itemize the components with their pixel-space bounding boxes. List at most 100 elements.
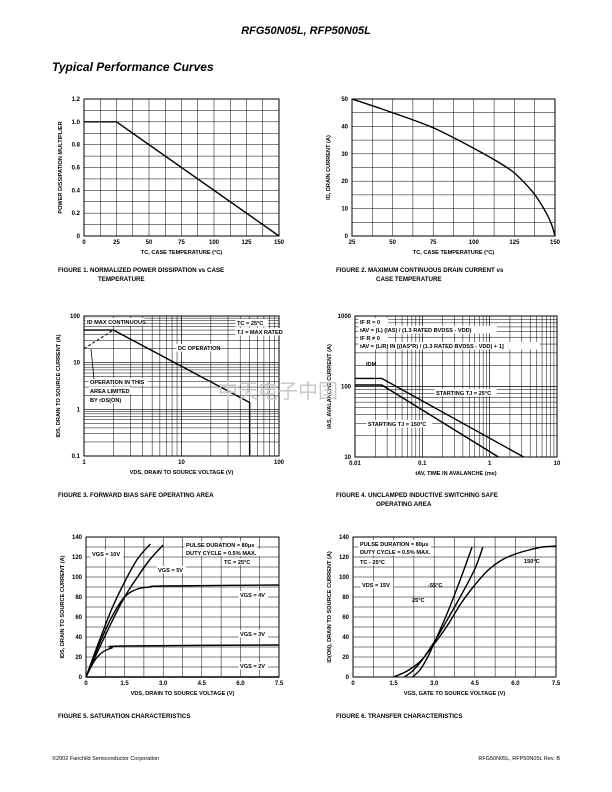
fig5-vgs10-label-bg — [90, 550, 124, 558]
fig3-tj-label: TJ = MAX RATED — [237, 330, 283, 336]
figure-4-caption: FIGURE 4. UNCLAMPED INDUCTIVE SWITCHING … — [336, 492, 498, 499]
fig3-id-max-label-bg — [85, 318, 145, 326]
y-tick-label: 100 — [339, 575, 350, 581]
fig5-duty-label: DUTY CYCLE = 0.5% MAX. — [186, 551, 257, 557]
fig4-formula-2: tAV = (L) (IAS) / (1.3 RATED BVDSS - VDD… — [360, 328, 472, 334]
x-axis-label: TC, CASE TEMPERATURE (°C) — [141, 250, 223, 256]
fig5-vgs3-label: VGS = 3V — [240, 632, 265, 638]
fig5-vgs10-label: VGS = 10V — [92, 552, 120, 558]
figure-6-series-1 — [412, 546, 473, 678]
figure-6-series-2 — [404, 546, 484, 678]
fig6-150c-label: 150°C — [524, 559, 540, 565]
footer-copyright: ©2002 Fairchild Semiconductor Corporatio… — [52, 756, 160, 762]
plot-frame — [354, 315, 558, 458]
figure-2-plot: 25 50 75 100 125 150 0 10 20 30 40 50 TC, CASE TEMPE… — [326, 97, 561, 256]
x-axis-label: VGS, GATE TO SOURCE VOLTAGE (V) — [404, 691, 506, 697]
y-tick-label: 20 — [75, 655, 82, 661]
fig4-tj25-label-bg — [434, 389, 497, 397]
figure-4-caption-line2: OPERATING AREA — [376, 501, 432, 508]
x-tick-label: 75 — [178, 240, 185, 246]
y-tick-label: 40 — [342, 635, 349, 641]
fig5-vgs4-label-bg — [238, 591, 268, 599]
figure-1-plot: 0 25 50 75 100 125 150 0 0.2 0.4 0.6 0.8 1.0 1.2 TC, C… — [58, 97, 285, 256]
y-tick-label: 1.0 — [72, 120, 81, 126]
x-tick-label: 3.0 — [159, 681, 168, 687]
figure-4-series-1 — [355, 377, 525, 458]
y-axis-label: IAS, AVALANCHE CURRENT (A) — [327, 344, 333, 429]
x-tick-label: 1 — [488, 461, 492, 467]
y-axis-label: POWER DISSIPATION MULTIPLIER — [58, 121, 64, 213]
y-tick-label: 80 — [342, 595, 349, 601]
y-tick-label: 0.2 — [72, 211, 81, 217]
fig3-limited-label-1-bg — [88, 378, 148, 386]
footer-revision: RFG50N05L, RFP50N05L Rev. B — [478, 756, 560, 762]
fig3-limited-label-3-bg — [88, 396, 125, 404]
x-tick-label: 3.0 — [430, 681, 439, 687]
figure-2-caption-line2: CASE TEMPERATURE — [376, 276, 442, 283]
y-axis-label: ID(ON), DRAIN TO SOURCE CURRENT (A) — [327, 551, 333, 663]
fig6-vds-label: VDS = 15V — [362, 583, 390, 589]
fig3-tc-label-bg — [235, 319, 269, 327]
x-tick-label: 100 — [469, 240, 480, 246]
x-tick-label: 1.5 — [120, 681, 129, 687]
y-tick-label: 0 — [346, 675, 350, 681]
figure-3-caption: FIGURE 3. FORWARD BIAS SAFE OPERATING AR… — [58, 492, 214, 499]
y-tick-label: 60 — [342, 615, 349, 621]
fig4-tj25-label: STARTING TJ = 25°C — [436, 391, 491, 397]
x-tick-label: 10 — [554, 461, 561, 467]
fig4-formula-2-bg — [358, 326, 497, 334]
x-tick-label: 4.5 — [471, 681, 480, 687]
fig4-formula-4: tAV = (L/R) IN [(IAS*R) / (1.3 RATED BVD… — [360, 344, 504, 350]
x-tick-label: 150 — [274, 240, 285, 246]
y-tick-label: 0.1 — [72, 454, 81, 460]
fig5-vgs5-label: VGS = 5V — [158, 568, 183, 574]
x-tick-label: 10 — [178, 460, 185, 466]
x-axis-label: VDS, DRAIN TO SOURCE VOLTAGE (V) — [131, 691, 235, 697]
figure-6-series-3 — [393, 545, 557, 678]
plot-frame — [351, 98, 556, 237]
y-tick-label: 60 — [75, 615, 82, 621]
fig6-duty-label-bg — [358, 548, 435, 556]
y-axis-label: IDS, DRAIN TO SOURCE CURRENT (A) — [60, 555, 66, 658]
fig5-pulse-label: PULSE DURATION = 80μs — [186, 543, 254, 549]
y-tick-label: 120 — [339, 555, 350, 561]
fig6-duty-label: DUTY CYCLE = 0.5% MAX. — [360, 550, 431, 556]
x-tick-label: 1 — [82, 460, 86, 466]
fig6-pulse-label-bg — [358, 540, 431, 548]
y-tick-label: 100 — [72, 575, 83, 581]
y-tick-label: 100 — [70, 314, 81, 320]
fig3-tc-label: TC = 25°C — [237, 321, 263, 327]
fig5-vgs2-label-bg — [238, 662, 268, 670]
figure-1-caption-line2: TEMPERATURE — [98, 276, 145, 283]
fig5-duty-label-bg — [184, 549, 261, 557]
y-tick-label: 100 — [341, 385, 352, 391]
fig5-pulse-label-bg — [184, 541, 257, 549]
fig3-limited-label-1: OPERATION IN THIS — [90, 380, 145, 386]
figure-1-series-1 — [84, 121, 280, 237]
x-tick-label: 0.01 — [349, 461, 361, 467]
x-tick-label: 7.5 — [552, 681, 561, 687]
x-tick-label: 150 — [550, 240, 561, 246]
figure-2-series-1 — [351, 98, 556, 237]
x-tick-label: 100 — [209, 240, 220, 246]
y-tick-label: 140 — [72, 535, 83, 541]
y-tick-label: 20 — [341, 179, 348, 185]
fig6-tc-label-bg — [358, 558, 392, 566]
x-axis-label: TC, CASE TEMPERATURE (°C) — [413, 250, 495, 256]
y-tick-label: 140 — [339, 535, 350, 541]
y-tick-label: 1000 — [338, 314, 352, 320]
fig6-vds-label-bg — [360, 581, 394, 589]
fig4-formula-1-bg — [358, 318, 388, 326]
x-tick-label: 4.5 — [198, 681, 207, 687]
y-tick-label: 10 — [73, 361, 80, 367]
fig4-formula-3-bg — [358, 334, 388, 342]
figure-1-caption: FIGURE 1. NORMALIZED POWER DISSIPATION v… — [58, 267, 224, 274]
figure-5-series-1 — [85, 543, 151, 678]
x-tick-label: 6.0 — [236, 681, 245, 687]
x-tick-label: 100 — [274, 460, 285, 466]
fig5-vgs2-label: VGS = 2V — [240, 664, 265, 670]
fig4-tj150-label-bg — [366, 420, 433, 428]
y-tick-label: 0.8 — [72, 143, 81, 149]
plot-frame — [83, 98, 280, 237]
